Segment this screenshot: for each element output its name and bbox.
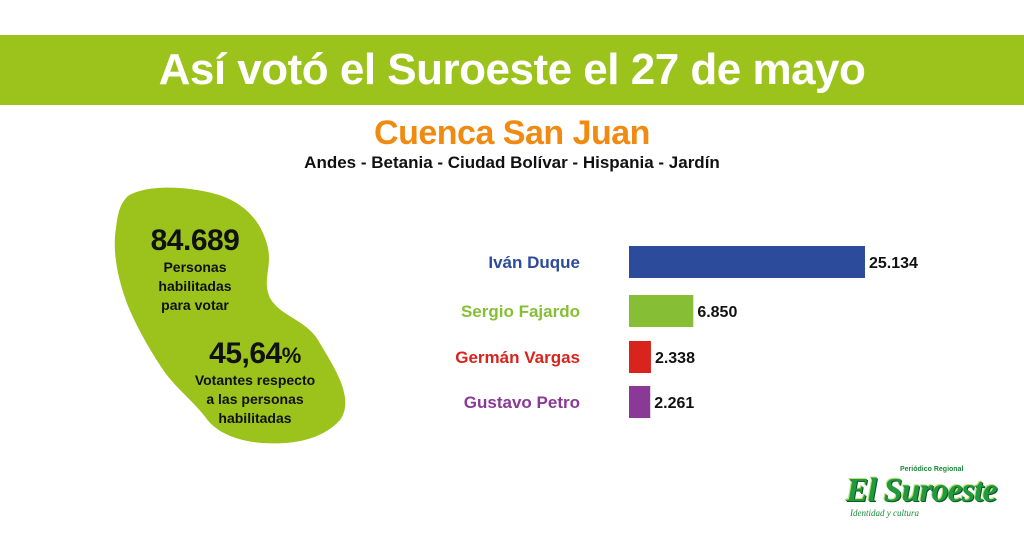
title-banner: Así votó el Suroeste el 27 de mayo — [0, 35, 1024, 105]
bar-category-label: Gustavo Petro — [464, 393, 580, 412]
bar-value-label: 25.134 — [869, 255, 918, 272]
logo-tagline: Identidad y cultura — [850, 508, 919, 518]
eligible-voters-value: 84.689 — [150, 224, 240, 257]
turnout-value: 45,64 — [209, 337, 282, 370]
region-subtitle: Cuenca San Juan — [374, 114, 650, 152]
bar-category-label: Germán Vargas — [455, 348, 580, 367]
bar-category-label: Iván Duque — [488, 253, 580, 272]
bar — [629, 341, 651, 373]
region-map-blob — [114, 187, 346, 444]
logo-superscript: Periódico Regional — [900, 466, 964, 473]
bar — [629, 295, 694, 327]
turnout-label-3: habilitadas — [218, 410, 292, 426]
bar — [629, 246, 865, 278]
turnout-stat: 45,64% Votantes respecto a las personas … — [180, 337, 330, 428]
eligible-voters-label-2: habilitadas — [158, 278, 232, 294]
el-suroeste-logo: Periódico Regional El Suroeste Identidad… — [842, 464, 1007, 524]
bar-value-label: 2.338 — [655, 350, 695, 367]
turnout-unit: % — [281, 343, 302, 368]
turnout-value-row: 45,64% — [180, 337, 330, 371]
turnout-label-1: Votantes respecto — [194, 372, 316, 388]
bar — [629, 386, 651, 418]
towns-list: Andes - Betania - Ciudad Bolívar - Hispa… — [304, 153, 720, 172]
eligible-voters-stat: 84.689 Personas habilitadas para votar — [140, 224, 250, 315]
bar-value-label: 6.850 — [697, 304, 737, 321]
page-title: Así votó el Suroeste el 27 de mayo — [158, 45, 866, 94]
bar-value-label: 2.261 — [654, 395, 694, 412]
turnout-label-2: a las personas — [206, 391, 304, 407]
eligible-voters-label-3: para votar — [161, 297, 229, 313]
logo-name: El Suroeste — [846, 472, 998, 509]
eligible-voters-label-1: Personas — [163, 259, 227, 275]
bar-category-label: Sergio Fajardo — [461, 302, 580, 321]
